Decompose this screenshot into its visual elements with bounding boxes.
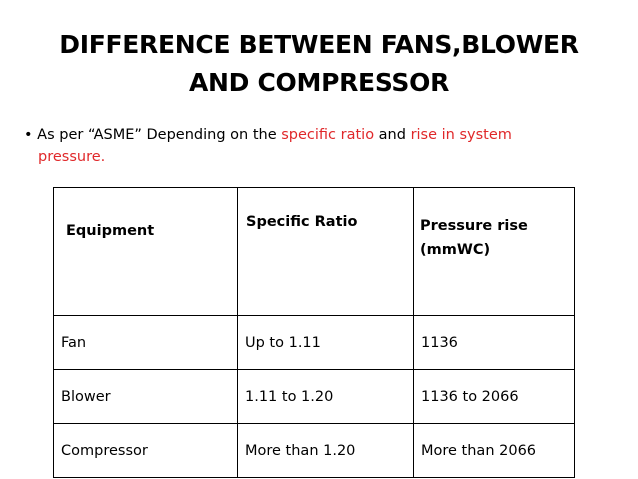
cell-pressure-rise: More than 2066 xyxy=(413,423,575,478)
cell-specific-ratio: More than 1.20 xyxy=(237,423,414,478)
bullet-point: • As per “ASME” Depending on the specifi… xyxy=(24,124,624,168)
bullet-line-1: • As per “ASME” Depending on the specifi… xyxy=(24,124,624,146)
header-equipment: Equipment xyxy=(53,187,238,316)
slide-title: DIFFERENCE BETWEEN FANS,BLOWER AND COMPR… xyxy=(20,26,618,102)
cell-equipment: Fan xyxy=(53,315,238,370)
table-row: Fan Up to 1.11 1136 xyxy=(53,315,575,370)
bullet-marker: • xyxy=(24,127,33,143)
cell-equipment: Compressor xyxy=(53,423,238,478)
bullet-text-start: As per “ASME” Depending on the xyxy=(37,127,282,143)
cell-specific-ratio: Up to 1.11 xyxy=(237,315,414,370)
cell-pressure-rise: 1136 to 2066 xyxy=(413,369,575,424)
table-header-row: Equipment Specific Ratio Pressure rise (… xyxy=(53,187,575,316)
header-pressure-rise-line-1: Pressure rise xyxy=(420,218,528,234)
table-row: Compressor More than 1.20 More than 2066 xyxy=(53,423,575,478)
comparison-table: Equipment Specific Ratio Pressure rise (… xyxy=(53,187,575,478)
bullet-line-2: pressure. xyxy=(24,146,624,168)
header-specific-ratio: Specific Ratio xyxy=(237,187,414,316)
cell-specific-ratio: 1.11 to 1.20 xyxy=(237,369,414,424)
header-pressure-rise: Pressure rise (mmWC) xyxy=(413,187,575,316)
table-row: Blower 1.11 to 1.20 1136 to 2066 xyxy=(53,369,575,424)
cell-pressure-rise: 1136 xyxy=(413,315,575,370)
highlight-specific-ratio: specific ratio xyxy=(281,127,375,143)
bullet-text-mid: and xyxy=(374,127,411,143)
header-pressure-rise-line-2: (mmWC) xyxy=(420,242,491,258)
highlight-rise-in-system: rise in system xyxy=(410,127,512,143)
cell-equipment: Blower xyxy=(53,369,238,424)
slide-title-line-1: DIFFERENCE BETWEEN FANS,BLOWER xyxy=(59,30,579,59)
highlight-pressure: pressure. xyxy=(38,149,106,165)
slide-title-line-2: AND COMPRESSOR xyxy=(188,68,450,97)
